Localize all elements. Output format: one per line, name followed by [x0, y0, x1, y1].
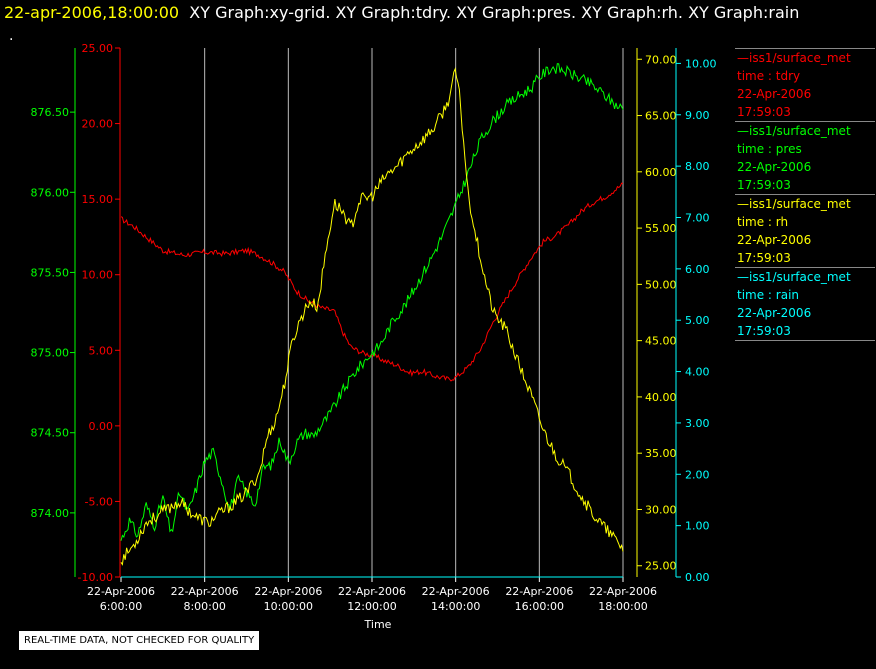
legend: —iss1/surface_met time : tdry 22-Apr-200…	[735, 48, 876, 341]
tdry-tick-label: -5.00	[85, 495, 113, 508]
rain-tick-label: 4.00	[685, 366, 710, 379]
rain-tick-label: 8.00	[685, 160, 710, 173]
tdry-tick-label: 20.00	[82, 118, 114, 131]
rh-tick-label: 35.00	[645, 447, 677, 460]
pres-tick-label: 875.00	[31, 347, 70, 360]
series-line-pres	[120, 63, 624, 541]
rh-tick-label: 55.00	[645, 222, 677, 235]
legend-rh-time: 17:59:03	[737, 251, 791, 265]
rain-tick-label: 1.00	[685, 520, 710, 533]
legend-pres-date: 22-Apr-2006	[737, 160, 812, 174]
legend-rain-time: 17:59:03	[737, 324, 791, 338]
rh-tick-label: 70.00	[645, 53, 677, 66]
legend-pres-time: 17:59:03	[737, 178, 791, 192]
x-tick-time: 16:00:00	[515, 600, 564, 613]
legend-separator	[735, 267, 875, 268]
x-tick-date: 22-Apr-2006	[338, 585, 406, 598]
rh-tick-label: 50.00	[645, 278, 677, 291]
legend-pres-var: time : pres	[737, 142, 802, 156]
x-tick-time: 6:00:00	[100, 600, 142, 613]
quality-notice: REAL-TIME DATA, NOT CHECKED FOR QUALITY	[19, 631, 260, 650]
tdry-tick-label: 25.00	[82, 42, 114, 55]
header-timestamp: 22-apr-2006,18:00:00	[4, 3, 180, 22]
header-bar: 22-apr-2006,18:00:00 XY Graph:xy-grid. X…	[4, 2, 799, 24]
x-tick-date: 22-Apr-2006	[254, 585, 322, 598]
header-dot: .	[9, 28, 14, 44]
tdry-tick-label: 5.00	[89, 344, 114, 357]
x-tick-date: 22-Apr-2006	[589, 585, 657, 598]
legend-entry-tdry: —iss1/surface_met time : tdry 22-Apr-200…	[735, 48, 876, 121]
rh-tick-label: 30.00	[645, 503, 677, 516]
legend-rh-var: time : rh	[737, 215, 789, 229]
x-tick-time: 14:00:00	[431, 600, 480, 613]
x-tick-date: 22-Apr-2006	[422, 585, 490, 598]
legend-separator	[735, 340, 875, 341]
legend-tdry-title: —iss1/surface_met	[737, 51, 851, 65]
x-tick-date: 22-Apr-2006	[171, 585, 239, 598]
tdry-tick-label: 0.00	[89, 420, 114, 433]
header-graph-list: XY Graph:xy-grid. XY Graph:tdry. XY Grap…	[189, 3, 800, 22]
pres-tick-label: 876.00	[31, 186, 70, 199]
legend-entry-pres: —iss1/surface_met time : pres 22-Apr-200…	[735, 121, 876, 194]
rh-tick-label: 40.00	[645, 391, 677, 404]
x-axis-title: Time	[364, 618, 392, 631]
legend-rain-title: —iss1/surface_met	[737, 270, 851, 284]
series-line-tdry	[120, 182, 624, 382]
rain-tick-label: 2.00	[685, 468, 710, 481]
x-tick-time: 18:00:00	[598, 600, 647, 613]
pres-tick-label: 874.00	[31, 507, 70, 520]
rh-tick-label: 65.00	[645, 110, 677, 123]
pres-tick-label: 875.50	[31, 266, 70, 279]
rain-tick-label: 5.00	[685, 314, 710, 327]
rain-tick-label: 6.00	[685, 263, 710, 276]
legend-rain-date: 22-Apr-2006	[737, 306, 812, 320]
rain-tick-label: 7.00	[685, 211, 710, 224]
rh-tick-label: 25.00	[645, 560, 677, 573]
tdry-tick-label: 15.00	[82, 193, 114, 206]
legend-rh-date: 22-Apr-2006	[737, 233, 812, 247]
legend-tdry-date: 22-Apr-2006	[737, 87, 812, 101]
legend-tdry-var: time : tdry	[737, 69, 801, 83]
x-tick-time: 12:00:00	[347, 600, 396, 613]
rh-tick-label: 45.00	[645, 335, 677, 348]
legend-rain-var: time : rain	[737, 288, 800, 302]
tdry-tick-label: 10.00	[82, 269, 114, 282]
rain-tick-label: 0.00	[685, 571, 710, 584]
rain-tick-label: 3.00	[685, 417, 710, 430]
rain-tick-label: 9.00	[685, 109, 710, 122]
legend-separator	[735, 48, 875, 49]
x-tick-time: 8:00:00	[183, 600, 225, 613]
legend-pres-title: —iss1/surface_met	[737, 124, 851, 138]
rh-tick-label: 60.00	[645, 166, 677, 179]
tdry-tick-label: -10.00	[78, 571, 113, 584]
x-tick-date: 22-Apr-2006	[87, 585, 155, 598]
rain-tick-label: 10.00	[685, 57, 717, 70]
legend-separator	[735, 194, 875, 195]
legend-rh-title: —iss1/surface_met	[737, 197, 851, 211]
legend-entry-rain: —iss1/surface_met time : rain 22-Apr-200…	[735, 267, 876, 341]
series-line-rh	[120, 67, 624, 566]
legend-tdry-time: 17:59:03	[737, 105, 791, 119]
x-tick-date: 22-Apr-2006	[505, 585, 573, 598]
pres-tick-label: 876.50	[31, 106, 70, 119]
legend-separator	[735, 121, 875, 122]
pres-tick-label: 874.50	[31, 427, 70, 440]
legend-entry-rh: —iss1/surface_met time : rh 22-Apr-2006 …	[735, 194, 876, 267]
x-tick-time: 10:00:00	[264, 600, 313, 613]
